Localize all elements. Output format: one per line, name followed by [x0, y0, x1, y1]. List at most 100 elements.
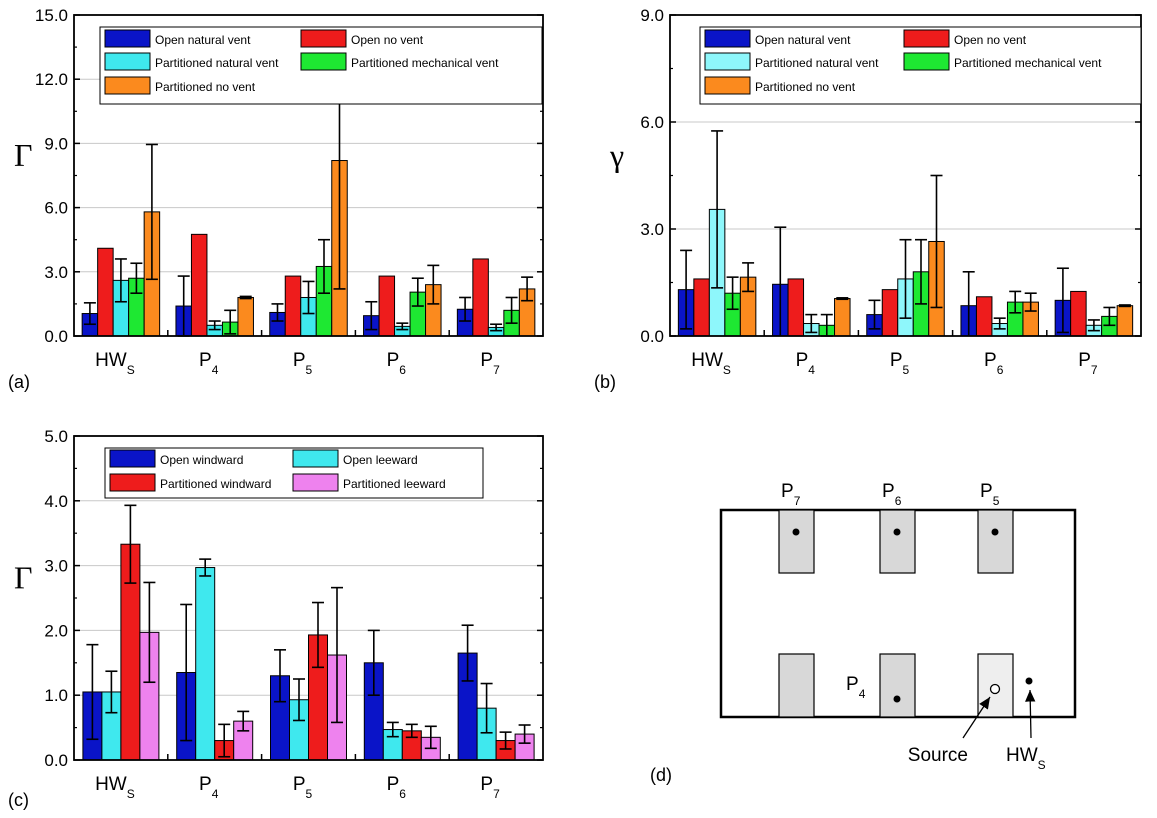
legend-label: Partitioned mechanical vent	[954, 56, 1102, 70]
x-tick-label-sub: 4	[808, 363, 815, 377]
p4-label: P4	[846, 674, 866, 701]
x-tick-label-main: P	[387, 350, 400, 371]
x-tick-label: P5	[890, 350, 910, 377]
legend-swatch	[903, 52, 950, 71]
x-tick-label-main: HW	[95, 774, 127, 795]
sampling-point	[893, 695, 901, 703]
x-tick-label: HWS	[691, 350, 731, 377]
bar	[834, 298, 851, 337]
panel-label: (c)	[8, 790, 29, 810]
x-tick-label-main: P	[293, 350, 306, 371]
y-tick-label: 3.0	[44, 557, 68, 576]
legend-swatch	[109, 449, 156, 468]
x-tick-label-sub: 4	[212, 363, 219, 377]
x-tick-label-main: HW	[95, 350, 127, 371]
x-tick-label-main: HW	[691, 350, 723, 371]
point-label-sub: 6	[895, 494, 902, 508]
occupied-zone-top	[977, 509, 1014, 574]
occupied-zone-bottom	[778, 653, 815, 718]
bar	[787, 278, 805, 337]
x-tick-label-sub: 7	[1091, 363, 1098, 377]
legend-swatch	[104, 29, 151, 48]
occupied-zone-top	[778, 509, 815, 574]
x-tick-label-main: P	[1078, 350, 1091, 371]
legend-swatch	[104, 52, 151, 71]
x-tick-label: P6	[984, 350, 1004, 377]
x-tick-label: HWS	[95, 774, 135, 801]
y-tick-label: 2.0	[44, 621, 68, 640]
point-label-main: P	[882, 481, 895, 502]
y-axis-label: Γ	[14, 137, 33, 173]
sampling-point	[792, 528, 800, 536]
legend-swatch	[704, 52, 751, 71]
legend-swatch	[292, 473, 339, 492]
legend-label: Open natural vent	[755, 33, 851, 47]
legend-swatch	[292, 449, 339, 468]
panel-label: (a)	[8, 372, 30, 392]
point-label-sub: 5	[993, 494, 1000, 508]
bar	[190, 233, 208, 337]
occupied-zone-bottom	[879, 653, 916, 718]
hws-label-main: HW	[1006, 745, 1038, 766]
panel-label: (b)	[594, 372, 616, 392]
bar	[378, 275, 396, 337]
x-tick-label: P7	[480, 774, 500, 801]
legend-label: Open no vent	[351, 33, 424, 47]
x-tick-label: P4	[796, 350, 816, 377]
y-tick-label: 12.0	[35, 70, 68, 89]
legend: Open natural vent Open no vent Partitioned…	[699, 26, 1142, 105]
x-tick-label: HWS	[95, 350, 135, 377]
legend-swatch	[704, 76, 751, 95]
point-label: P5	[980, 481, 1000, 508]
y-tick-label: 15.0	[35, 6, 68, 25]
y-tick-label: 0.0	[640, 327, 664, 346]
y-tick-label: 1.0	[44, 686, 68, 705]
point-label-sub: 7	[794, 494, 801, 508]
legend-label: Open windward	[160, 453, 243, 467]
sampling-point	[893, 528, 901, 536]
legend-swatch	[300, 52, 347, 71]
x-tick-label-sub: 7	[493, 363, 500, 377]
y-tick-label: 0.0	[44, 327, 68, 346]
legend-label: Partitioned windward	[160, 477, 271, 491]
x-tick-label: P6	[387, 350, 407, 377]
y-tick-label: 6.0	[44, 199, 68, 218]
x-tick-label-main: P	[387, 774, 400, 795]
x-tick-label-sub: 5	[306, 363, 313, 377]
y-tick-label: 6.0	[640, 113, 664, 132]
legend-label: Partitioned no vent	[755, 80, 856, 94]
x-tick-label: P4	[199, 350, 219, 377]
legend: Open windward Open leeward Partitioned win…	[104, 447, 484, 499]
y-tick-label: 5.0	[44, 427, 68, 446]
y-tick-label: 3.0	[44, 263, 68, 282]
y-tick-label: 0.0	[44, 751, 68, 770]
bar	[881, 289, 899, 337]
occupied-zone-top	[879, 509, 916, 574]
x-tick-label-sub: 6	[997, 363, 1004, 377]
x-tick-label-main: P	[199, 350, 212, 371]
x-tick-label: P4	[199, 774, 219, 801]
p4-label-sub: 4	[859, 687, 866, 701]
x-tick-label-main: P	[480, 350, 493, 371]
y-tick-label: 3.0	[640, 220, 664, 239]
x-tick-label-sub: 5	[903, 363, 910, 377]
bar	[693, 278, 710, 337]
legend-label: Open natural vent	[155, 33, 251, 47]
legend-label: Partitioned no vent	[155, 80, 256, 94]
legend-label: Open leeward	[343, 453, 418, 467]
y-tick-label: 9.0	[44, 134, 68, 153]
legend-label: Partitioned natural vent	[155, 56, 279, 70]
x-tick-label-main: P	[293, 774, 306, 795]
x-tick-label-main: P	[984, 350, 997, 371]
point-label-main: P	[980, 481, 993, 502]
sampling-point	[991, 528, 999, 536]
x-tick-label-main: P	[480, 774, 493, 795]
x-tick-label: P6	[387, 774, 407, 801]
y-axis-label: Γ	[14, 559, 33, 595]
x-tick-label: P5	[293, 350, 313, 377]
x-tick-label-sub: S	[723, 363, 731, 377]
